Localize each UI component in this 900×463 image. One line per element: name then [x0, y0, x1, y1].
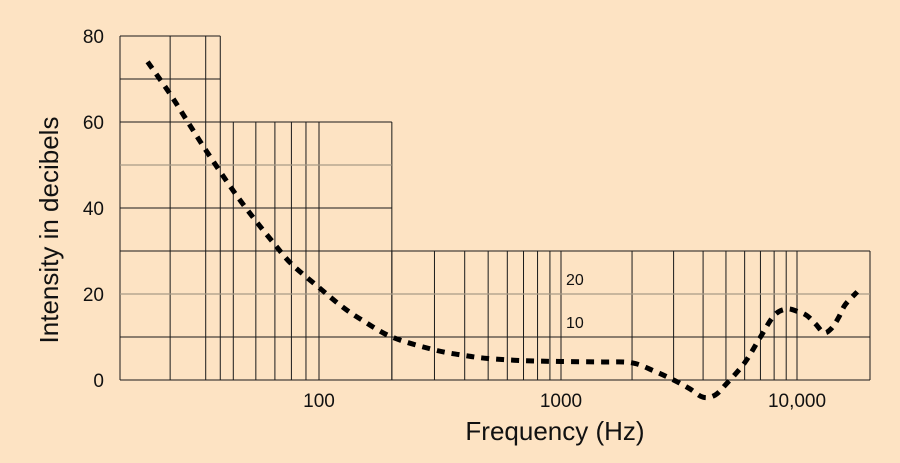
y-tick-label-0: 0 [93, 371, 104, 392]
x-axis-title: Frequency (Hz) [465, 416, 644, 446]
y-tick-label-60: 60 [83, 113, 104, 134]
y-tick-label-80: 80 [83, 27, 104, 48]
y-tick-label-40: 40 [83, 199, 104, 220]
y-tick-label-20: 20 [83, 285, 104, 306]
inner-label-20: 20 [566, 272, 584, 289]
inner-label-10: 10 [566, 315, 584, 332]
x-tick-label-10000: 10,000 [768, 391, 826, 412]
x-tick-label-1000: 1000 [540, 391, 582, 412]
grid [119, 35, 871, 381]
curve-layer [145, 60, 860, 401]
y-axis-title: Intensity in decibels [34, 117, 64, 344]
x-tick-label-100: 100 [303, 391, 335, 412]
threshold-curve [145, 60, 860, 401]
labels: 0 20 40 60 80 100 1000 10,000 20 10 [83, 27, 826, 412]
